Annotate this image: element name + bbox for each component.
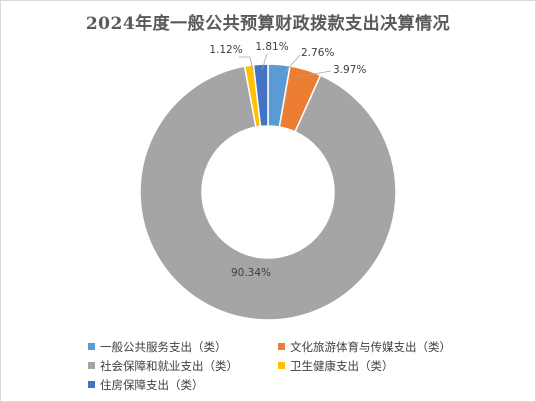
legend-swatch: [278, 343, 285, 350]
leader-line: [284, 54, 301, 73]
legend-row: 一般公共服务支出（类） 文化旅游体育与传媒支出（类）: [88, 337, 488, 356]
legend-swatch: [88, 362, 95, 369]
leader-line: [239, 56, 254, 71]
data-label-housing-security: 1.81%: [255, 41, 288, 53]
data-label-general-public-services: 2.76%: [301, 47, 334, 59]
legend-row: 住房保障支出（类）: [88, 375, 488, 394]
legend-item-social-security-employment: 社会保障和就业支出（类）: [88, 358, 278, 374]
leader-line: [296, 70, 332, 78]
legend-label: 社会保障和就业支出（类）: [100, 358, 238, 373]
legend-label: 一般公共服务支出（类）: [100, 339, 227, 354]
leader-line: [261, 53, 268, 71]
legend-label: 文化旅游体育与传媒支出（类）: [290, 339, 451, 354]
slice-housing-security: [252, 63, 269, 128]
legend-row: 社会保障和就业支出（类） 卫生健康支出（类）: [88, 356, 488, 375]
legend-swatch: [88, 343, 95, 350]
data-label-culture-tourism-sports-media: 3.97%: [333, 64, 366, 76]
legend-swatch: [88, 381, 95, 388]
legend-item-health: 卫生健康支出（类）: [278, 358, 468, 374]
data-label-social-security-employment: 90.34%: [231, 267, 271, 279]
chart-title: 2024年度一般公共预算财政拨款支出决算情况: [85, 14, 451, 34]
legend-swatch: [278, 362, 285, 369]
legend-item-housing-security: 住房保障支出（类）: [88, 377, 278, 393]
legend-item-general-public-services: 一般公共服务支出（类）: [88, 339, 278, 355]
legend-label: 卫生健康支出（类）: [290, 358, 394, 373]
chart-legend: 一般公共服务支出（类） 文化旅游体育与传媒支出（类） 社会保障和就业支出（类） …: [88, 337, 488, 394]
slice-social-security-employment: [139, 65, 397, 321]
data-label-health: 1.12%: [209, 44, 242, 56]
legend-item-culture-tourism-sports-media: 文化旅游体育与传媒支出（类）: [278, 339, 468, 355]
legend-label: 住房保障支出（类）: [100, 377, 204, 392]
